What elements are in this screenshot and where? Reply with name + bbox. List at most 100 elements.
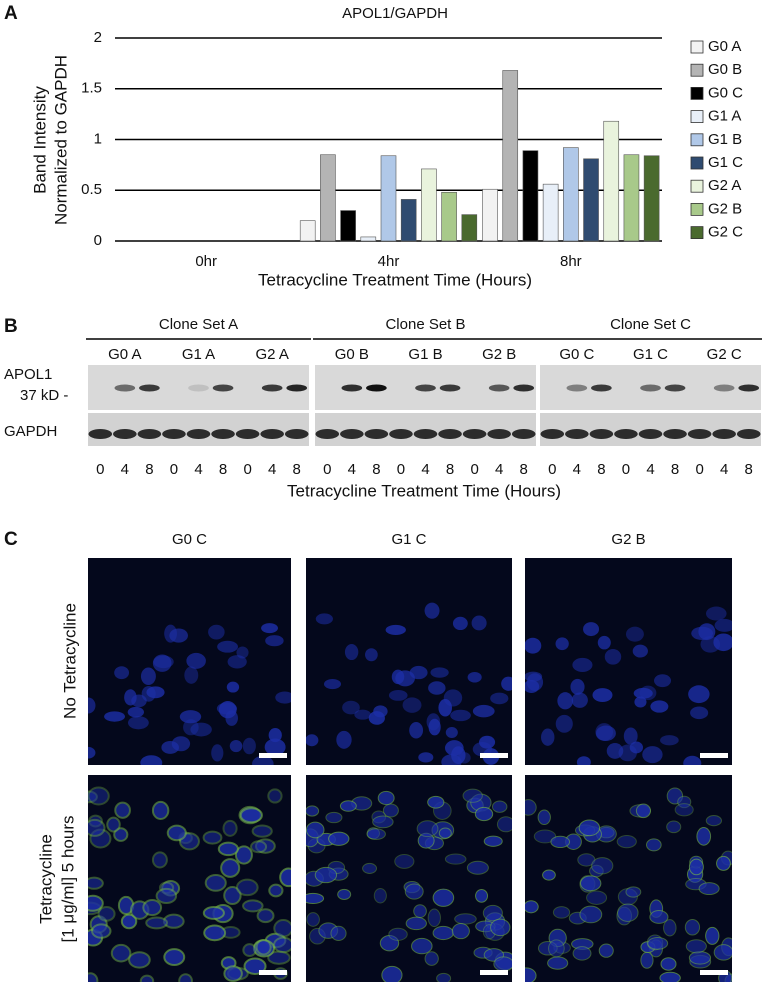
cell	[714, 618, 732, 632]
cell	[632, 644, 648, 658]
cell	[88, 894, 104, 912]
band	[638, 429, 663, 439]
cell	[183, 719, 199, 736]
cell	[698, 623, 716, 641]
time-label: 4	[573, 461, 581, 478]
cells	[88, 786, 291, 982]
x-tick-label: 4hr	[378, 253, 400, 270]
band	[186, 429, 211, 439]
band	[341, 384, 363, 392]
cell	[140, 755, 163, 765]
band	[260, 429, 284, 439]
cell	[618, 744, 637, 762]
cell	[145, 916, 168, 930]
cell	[580, 875, 602, 892]
band	[713, 384, 735, 392]
cell	[382, 803, 399, 818]
band	[261, 384, 283, 392]
cell	[428, 681, 446, 695]
cell	[267, 950, 291, 965]
column-label: G1 C	[391, 531, 426, 548]
cell	[684, 918, 701, 936]
micrograph	[306, 558, 512, 765]
cell	[475, 889, 489, 903]
cell	[337, 888, 352, 901]
band	[114, 384, 136, 392]
cell	[660, 957, 677, 971]
cell	[688, 685, 710, 704]
time-label: 0	[323, 461, 331, 478]
panel-label: A	[4, 3, 18, 24]
cell	[226, 681, 240, 693]
cell	[572, 657, 593, 672]
cell	[579, 905, 603, 924]
cell	[555, 637, 569, 651]
legend-swatch	[690, 87, 704, 100]
band	[139, 384, 160, 392]
cell	[595, 725, 616, 742]
cell	[323, 678, 342, 690]
cell	[268, 728, 282, 743]
cell	[542, 869, 556, 881]
band	[565, 429, 589, 439]
cell	[597, 635, 611, 650]
cells	[525, 606, 732, 765]
cell	[184, 666, 199, 684]
legend-swatch	[690, 133, 704, 147]
cell	[252, 755, 274, 765]
cell	[598, 943, 614, 958]
cell	[242, 899, 264, 913]
cell	[106, 816, 121, 833]
cell	[203, 924, 227, 942]
row-label: 37 kD -	[20, 387, 68, 404]
chart-title: APOL1/GAPDH	[342, 5, 448, 22]
band	[389, 429, 413, 439]
cell	[452, 616, 468, 631]
cell	[674, 803, 694, 817]
cell	[242, 943, 257, 958]
cell	[647, 936, 669, 950]
legend-swatch	[690, 40, 704, 54]
cell	[413, 904, 427, 919]
band	[415, 384, 436, 392]
cell	[591, 857, 614, 875]
time-label: 0	[695, 461, 703, 478]
cell	[166, 824, 187, 842]
cell	[583, 622, 600, 637]
lane-group-label: G2 C	[707, 346, 742, 363]
cell	[88, 972, 99, 982]
cell	[325, 811, 343, 824]
cell	[493, 956, 512, 972]
cell	[430, 667, 449, 678]
scale-bar	[480, 753, 508, 758]
legend-swatch	[690, 63, 704, 77]
cell	[713, 633, 732, 652]
cell	[617, 903, 639, 922]
cell	[705, 815, 723, 827]
bar	[603, 120, 620, 242]
column-label: G2 B	[611, 531, 645, 548]
cell	[151, 800, 170, 820]
cell	[642, 746, 663, 764]
cell	[525, 799, 537, 816]
cell	[490, 918, 511, 937]
time-label: 4	[268, 461, 276, 478]
cell	[366, 828, 386, 841]
legend-label: G0 A	[708, 38, 741, 55]
cell	[314, 866, 338, 884]
scale-bar	[700, 970, 728, 975]
cell	[438, 827, 452, 839]
cell	[547, 939, 565, 958]
row-label: APOL1	[4, 366, 52, 383]
cell	[525, 637, 542, 654]
time-label: 4	[646, 461, 654, 478]
cell	[377, 790, 395, 806]
cell	[555, 714, 573, 733]
time-label: 8	[671, 461, 679, 478]
band	[511, 429, 536, 439]
cell	[635, 803, 652, 819]
cell	[239, 807, 263, 824]
cell	[142, 898, 163, 917]
cell	[688, 950, 712, 965]
cell	[342, 700, 360, 715]
